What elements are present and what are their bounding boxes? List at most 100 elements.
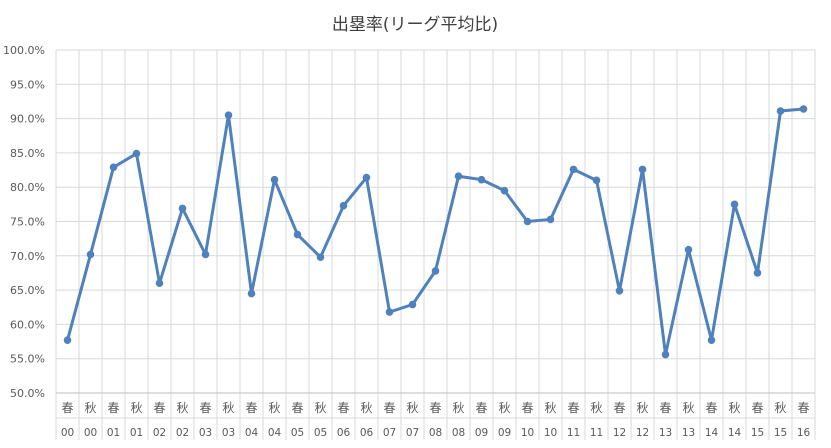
x-tick-label-season: 秋: [498, 401, 510, 415]
y-tick-label: 80.0%: [10, 181, 45, 194]
x-tick-label-year: 00: [84, 427, 97, 439]
data-point: [293, 230, 302, 239]
series-line: [66, 107, 805, 357]
x-tick-label-season: 秋: [774, 401, 786, 415]
x-tick-label-year: 13: [659, 427, 672, 439]
x-tick-label-season: 秋: [590, 401, 602, 415]
series-layer: [63, 105, 808, 359]
x-tick-label-year: 15: [751, 427, 764, 439]
data-point: [638, 165, 647, 174]
data-point: [385, 308, 394, 316]
x-tick-label-year: 01: [107, 427, 120, 439]
x-tick-label-year: 08: [452, 427, 465, 439]
x-tick-label-season: 秋: [268, 401, 280, 415]
x-axis-ticks: 春 00 秋 00 春 01 秋 01 春 02 秋 02 春 03 秋 03 春 04 秋 04 春 05 秋 05 春 06 秋…: [61, 401, 811, 439]
x-tick-label-year: 01: [130, 427, 143, 439]
data-point: [684, 245, 693, 254]
x-tick-label-year: 09: [498, 427, 511, 439]
x-tick-label-season: 秋: [314, 401, 326, 415]
x-tick-label-season: 春: [337, 401, 349, 415]
data-point: [339, 201, 348, 210]
x-tick-label-year: 05: [314, 427, 327, 439]
x-tick-label-year: 03: [222, 427, 235, 439]
x-tick-label-season: 春: [659, 401, 671, 415]
x-tick-label-season: 秋: [84, 401, 96, 415]
data-point: [661, 350, 670, 359]
x-tick-label-season: 秋: [222, 401, 234, 415]
y-tick-label: 100.0%: [3, 44, 45, 57]
x-tick-label-season: 秋: [130, 401, 142, 415]
y-axis-ticks: 50.0% 55.0% 60.0% 65.0% 70.0% 75.0% 80.0% 85.0%…: [3, 44, 45, 400]
x-tick-label-season: 秋: [452, 401, 464, 415]
y-tick-label: 90.0%: [10, 113, 45, 126]
x-tick-label-year: 08: [429, 427, 442, 439]
data-point: [776, 107, 785, 115]
x-tick-label-year: 14: [728, 427, 742, 439]
x-tick-label-year: 12: [636, 427, 649, 439]
data-point: [477, 175, 486, 184]
x-tick-label-season: 春: [429, 401, 441, 415]
x-tick-label-year: 06: [360, 427, 374, 439]
x-tick-label-year: 06: [337, 427, 351, 439]
data-point: [592, 176, 601, 185]
y-tick-label: 50.0%: [10, 387, 45, 400]
x-tick-label-year: 07: [383, 427, 396, 439]
x-tick-label-season: 春: [61, 401, 73, 415]
x-tick-label-season: 春: [245, 401, 257, 415]
data-point: [454, 172, 463, 181]
x-tick-label-season: 春: [751, 401, 763, 415]
x-tick-label-year: 03: [199, 427, 212, 439]
x-tick-label-season: 秋: [360, 401, 372, 415]
x-tick-label-season: 春: [153, 401, 165, 415]
data-point: [132, 149, 141, 158]
x-tick-label-season: 春: [383, 401, 395, 415]
data-point: [408, 300, 417, 309]
x-tick-label-year: 00: [61, 427, 74, 439]
y-tick-label: 75.0%: [10, 216, 45, 229]
x-tick-label-year: 05: [291, 427, 304, 439]
chart-title: 出塁率(リーグ平均比): [332, 15, 498, 35]
data-point: [362, 173, 371, 182]
y-tick-label: 95.0%: [10, 78, 45, 91]
data-point: [109, 163, 118, 172]
x-tick-label-year: 13: [682, 427, 695, 439]
x-tick-label-year: 16: [797, 427, 811, 439]
data-point: [615, 286, 624, 295]
y-tick-label: 65.0%: [10, 284, 45, 297]
x-tick-label-season: 春: [291, 401, 303, 415]
x-tick-label-year: 11: [567, 427, 580, 439]
x-tick-label-season: 春: [521, 401, 533, 415]
data-point: [753, 269, 762, 277]
x-tick-label-season: 春: [475, 401, 487, 415]
y-tick-label: 70.0%: [10, 250, 45, 263]
x-tick-label-season: 秋: [406, 401, 418, 415]
data-point: [201, 250, 210, 259]
data-point: [569, 165, 578, 174]
x-tick-label-season: 春: [797, 401, 809, 415]
x-tick-label-year: 07: [406, 427, 419, 439]
x-tick-label-year: 11: [590, 427, 603, 439]
data-point: [155, 279, 164, 288]
x-tick-label-year: 14: [705, 427, 719, 439]
x-tick-label-year: 02: [153, 427, 166, 439]
grid: [55, 49, 816, 440]
x-tick-label-year: 04: [268, 427, 282, 439]
x-tick-label-season: 春: [613, 401, 625, 415]
data-point: [730, 200, 739, 209]
data-point: [247, 289, 256, 298]
x-tick-label-season: 秋: [682, 401, 694, 415]
data-point: [707, 336, 716, 344]
x-tick-label-season: 春: [705, 401, 717, 415]
x-tick-label-year: 04: [245, 427, 259, 439]
data-point: [270, 175, 279, 184]
data-point: [523, 217, 532, 226]
x-tick-label-season: 秋: [636, 401, 648, 415]
data-point: [799, 105, 808, 113]
x-tick-label-season: 秋: [728, 401, 740, 415]
data-point: [178, 204, 187, 213]
data-point: [546, 215, 555, 224]
data-point: [316, 253, 325, 261]
data-point: [500, 186, 509, 195]
